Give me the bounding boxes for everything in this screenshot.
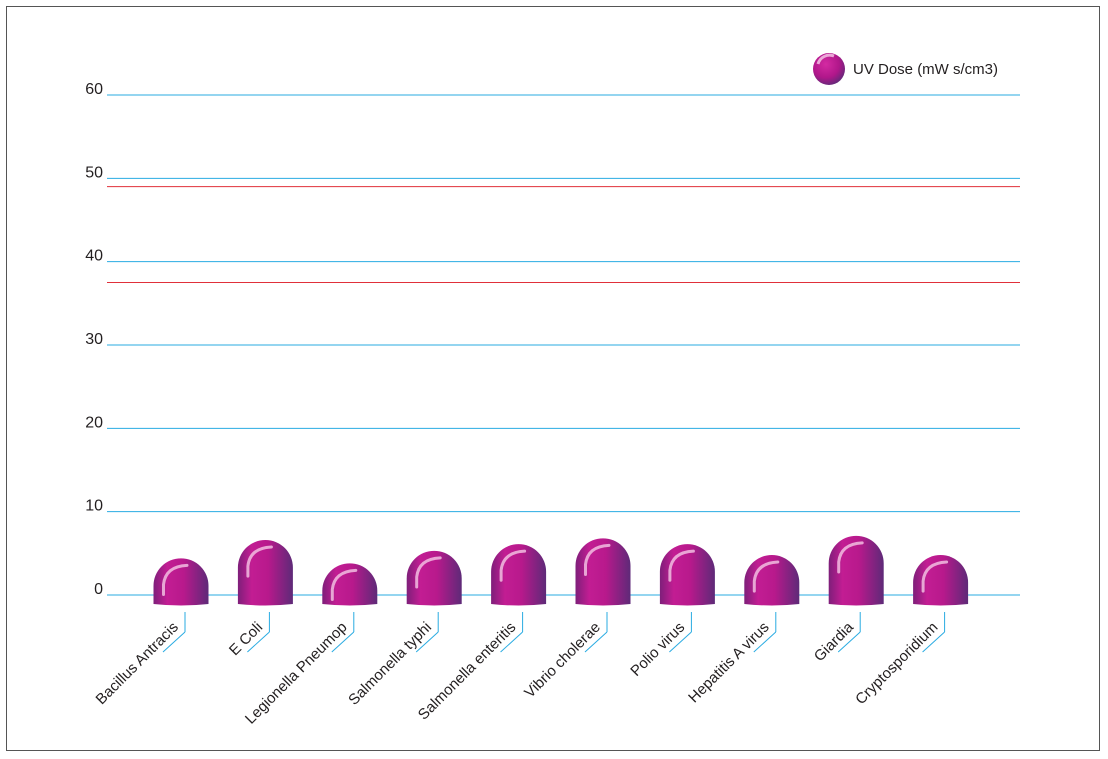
bar-highlight [162,563,189,596]
bar-highlight [837,541,864,574]
bar-highlight [921,560,949,593]
y-tick-label: 60 [85,81,103,98]
legend-label: UV Dose (mW s/cm3) [853,61,998,78]
x-category-label: Polio virus [627,619,688,680]
bar-highlight [499,549,527,582]
category-label-group: Cryptosporidium [852,612,946,708]
category-label-group: Polio virus [627,612,692,680]
bar-highlight [584,543,611,576]
bar-group [744,555,800,606]
bar [744,555,800,606]
bar [237,539,293,606]
label-leader-line [922,631,945,653]
bar [153,558,209,606]
bar [322,563,378,606]
bar-highlight [668,549,695,582]
label-leader-line [415,631,439,653]
bar-group [491,544,547,606]
label-leader-line [331,631,355,653]
y-tick-label: 50 [85,164,103,181]
bar [575,538,631,606]
category-label-group: E Coli [226,612,270,659]
bars [153,535,969,606]
bar-group [575,538,631,606]
label-leader-line [162,631,186,653]
label-leader-line [247,631,270,653]
x-category-label: Salmonella typhi [345,619,435,709]
label-leader-line [669,631,692,653]
label-leader-line [584,631,608,653]
x-category-label: E Coli [226,619,266,659]
legend: UV Dose (mW s/cm3) [813,53,998,85]
category-label-group: Salmonella typhi [345,612,439,709]
y-tick-label: 30 [85,331,103,348]
bar-highlight [246,545,273,578]
bar-group [322,563,378,606]
bar-group [237,539,293,606]
x-category-label: Giardia [811,618,858,665]
y-axis-tick-labels: 0 10 20 30 40 50 60 [85,81,103,598]
gridlines [107,94,1020,596]
reference-lines [107,186,1020,283]
label-leader-line [837,631,861,653]
x-category-label: Bacillus Antracis [93,619,182,708]
y-tick-label: 20 [85,414,103,431]
bar-group [913,555,969,606]
category-label-group: Hepatitis A virus [685,612,777,706]
y-tick-label: 40 [85,248,103,265]
bar-group [828,535,884,606]
legend-marker [813,53,845,85]
bar-highlight [415,556,442,589]
label-leader-line [500,631,523,653]
y-tick-label: 0 [94,581,103,598]
x-category-label: Vibrio cholerae [521,619,604,702]
legend-marker-highlight [816,53,835,65]
x-category-label: Cryptosporidium [852,619,941,708]
bar-group [659,544,715,606]
bar-highlight [330,568,358,601]
category-label-group: Giardia [811,612,861,665]
chart-frame [6,6,1100,751]
bar [828,535,884,606]
bar-highlight [752,560,780,593]
bar-group [153,558,209,606]
label-leader-line [753,631,777,653]
x-category-label: Hepatitis A virus [685,619,772,706]
y-tick-label: 10 [85,498,103,515]
category-label-group: Bacillus Antracis [93,612,186,708]
bar [913,555,969,606]
category-label-group: Vibrio cholerae [521,612,608,702]
bar-group [406,550,462,606]
